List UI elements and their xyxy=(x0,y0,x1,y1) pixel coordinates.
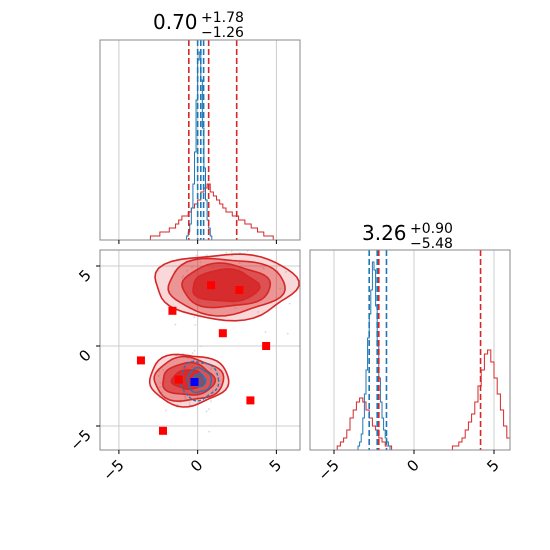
title-lower: −5.48 xyxy=(410,236,453,252)
sample-dot xyxy=(257,311,259,313)
joint-panel: −5 0 5 5 0 −5 xyxy=(66,242,301,484)
title-lower: −1.26 xyxy=(201,25,244,41)
sample-dot xyxy=(208,430,211,433)
red-square-marker xyxy=(218,329,227,338)
marginal-panel-param2: −5 0 5 3.26 +0.90 −5.48 xyxy=(309,221,511,484)
title-value: 0.70 xyxy=(153,10,198,34)
quantile-lines xyxy=(368,250,482,450)
sample-dot xyxy=(199,261,202,264)
panel-title-param1: 0.70 +1.78 −1.26 xyxy=(153,10,244,41)
sample-dot xyxy=(188,401,191,404)
x-tick-label: −5 xyxy=(99,456,127,484)
sample-dot xyxy=(234,307,237,309)
red-square-marker xyxy=(174,375,183,384)
sample-dot xyxy=(275,307,277,309)
red-square-marker xyxy=(158,426,167,435)
sample-dot xyxy=(262,267,265,270)
x-tick-label: 0 xyxy=(187,456,206,475)
sample-dot xyxy=(158,370,161,373)
blue-square-marker xyxy=(190,378,199,386)
sample-dot xyxy=(208,408,210,411)
sample-dot xyxy=(193,316,196,319)
sample-dot xyxy=(162,369,165,371)
x-tick-labels: −5 0 5 xyxy=(99,456,285,484)
sample-dot xyxy=(210,400,212,403)
red-square-marker xyxy=(246,396,255,405)
marginal-panel-param1: 0.70 +1.78 −1.26 xyxy=(99,10,301,244)
x-tick-label: 5 xyxy=(483,456,502,475)
red-square-marker xyxy=(235,286,244,294)
sample-dot xyxy=(242,242,244,244)
red-square-marker xyxy=(136,356,145,365)
sample-dot xyxy=(188,403,191,406)
sample-dot xyxy=(225,251,228,254)
title-upper: +1.78 xyxy=(201,10,244,26)
sample-dot xyxy=(184,397,187,399)
y-tick-labels: 5 0 −5 xyxy=(66,266,94,454)
sample-dot xyxy=(160,391,163,394)
tick-marks xyxy=(96,265,277,454)
histogram-reference xyxy=(147,183,274,240)
sample-dot xyxy=(206,254,209,257)
sample-dot xyxy=(238,262,241,264)
grid-lines xyxy=(333,250,495,450)
red-square-marker xyxy=(262,342,271,350)
y-tick-label: 5 xyxy=(75,266,94,285)
sample-dot xyxy=(157,375,160,377)
marker-points xyxy=(136,281,271,435)
panel-title-param2: 3.26 +0.90 −5.48 xyxy=(362,221,453,252)
sample-dot xyxy=(205,410,208,413)
x-tick-label: 0 xyxy=(403,456,422,475)
y-tick-label: −5 xyxy=(66,426,94,454)
axes-frame xyxy=(309,249,511,451)
sample-dot xyxy=(286,332,289,335)
histogram-samples xyxy=(356,261,392,450)
sample-dot xyxy=(230,250,233,253)
sample-dot xyxy=(284,271,287,273)
sample-dot xyxy=(193,349,196,352)
sample-dot xyxy=(210,368,212,370)
axes-frame xyxy=(99,249,301,451)
sample-dot xyxy=(174,323,177,326)
x-tick-label: 5 xyxy=(266,456,285,475)
sample-dot xyxy=(194,323,197,326)
sample-dot xyxy=(191,352,194,355)
x-tick-labels: −5 0 5 xyxy=(314,456,502,484)
red-square-marker xyxy=(207,281,216,290)
axes-frame xyxy=(99,39,301,241)
contours-reference xyxy=(148,253,300,408)
sample-dot xyxy=(288,302,291,305)
tick-marks xyxy=(333,450,495,454)
sample-dot xyxy=(190,243,192,245)
quantile-lines xyxy=(188,40,238,240)
sample-dot xyxy=(159,382,162,384)
tick-marks xyxy=(118,240,277,244)
sample-dot xyxy=(182,274,185,277)
histogram-reference xyxy=(334,349,510,450)
sample-dot xyxy=(264,330,267,333)
sample-dot xyxy=(200,345,203,348)
sample-dot xyxy=(239,251,241,254)
sample-dot xyxy=(191,266,193,269)
sample-dot xyxy=(212,389,214,392)
sample-dot xyxy=(195,254,198,257)
contour-samples xyxy=(186,366,212,394)
title-upper: +0.90 xyxy=(410,221,453,237)
title-value: 3.26 xyxy=(362,221,407,245)
sample-dot xyxy=(279,287,281,290)
sample-dot xyxy=(159,386,161,389)
x-tick-label: −5 xyxy=(314,456,342,484)
red-square-marker xyxy=(168,306,177,315)
sample-dot xyxy=(186,269,189,272)
y-tick-label: 0 xyxy=(75,346,94,365)
sample-dot xyxy=(164,409,167,412)
sample-dot xyxy=(184,395,187,398)
sample-dot xyxy=(181,276,184,279)
